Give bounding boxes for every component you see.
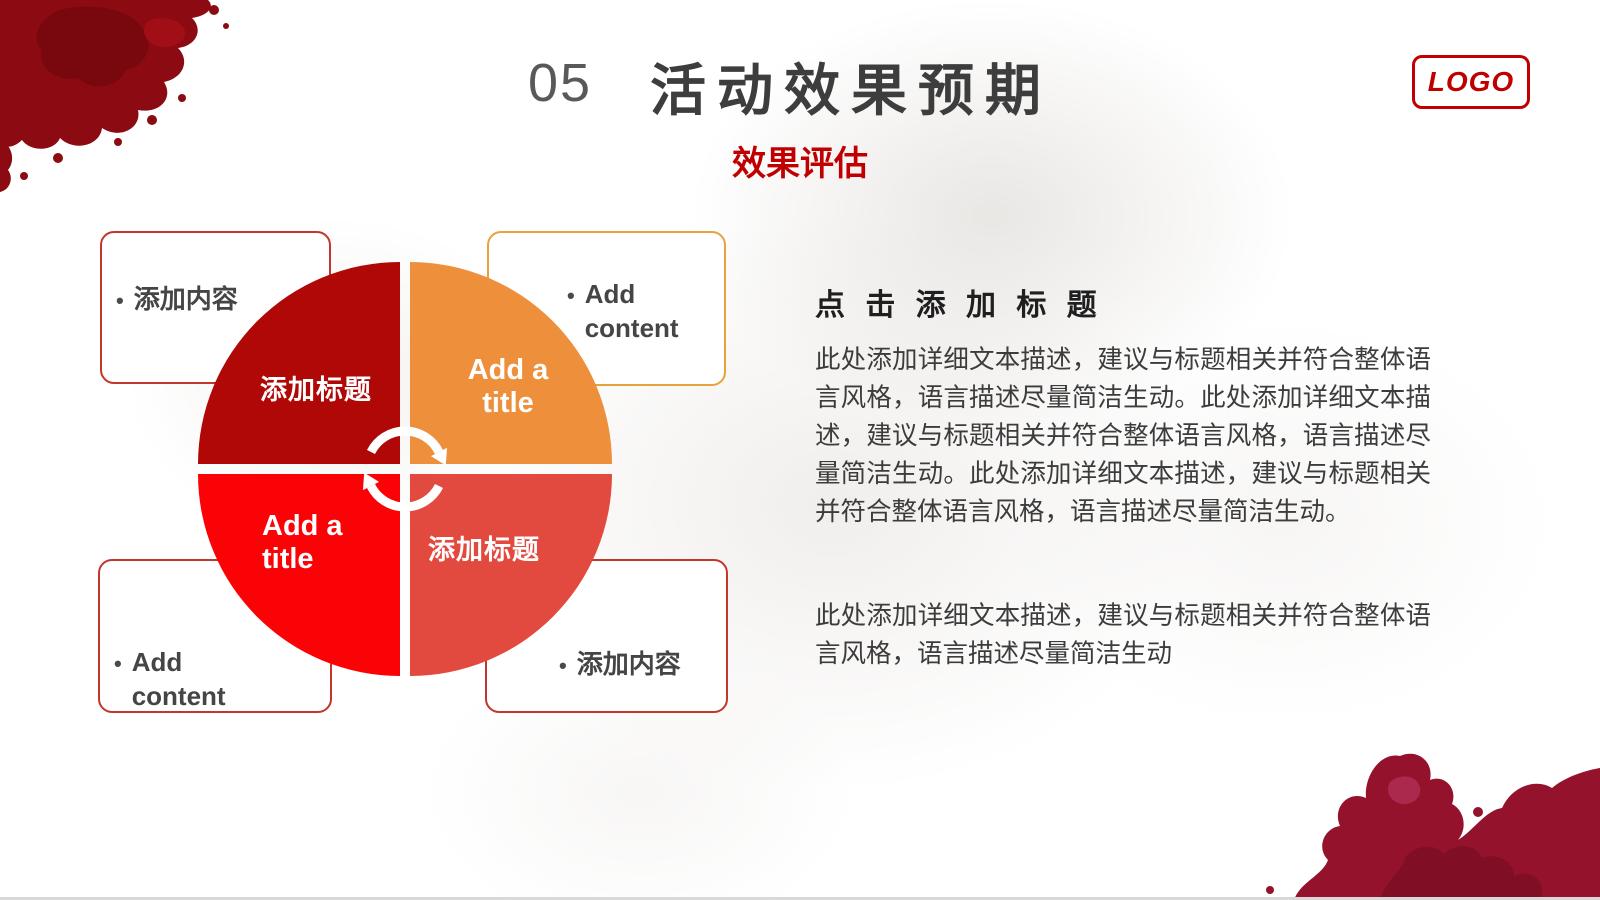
quadrant-label: Add a title: [262, 510, 343, 575]
page-title: 活动效果预期: [650, 59, 1052, 122]
bottom-divider: [0, 897, 1600, 900]
ink-splash-bottom-right: [1266, 753, 1600, 900]
quadrant-circle-diagram: 添加标题 Add a title Add a title 添加标题: [198, 262, 612, 676]
callout-text: Add content: [584, 279, 679, 343]
bullet-icon: •: [114, 651, 122, 676]
cycle-arrows-icon: [362, 426, 448, 512]
quadrant-label: Add a title: [467, 354, 549, 419]
slide-number: 05: [528, 53, 593, 113]
content-paragraph-2[interactable]: 此处添加详细文本描述，建议与标题相关并符合整体语言风格，语言描述尽量简洁生动: [815, 602, 1431, 668]
callout-text: Add content: [131, 647, 226, 711]
bullet-icon: •: [559, 653, 567, 678]
callout-text: 添加内容: [576, 649, 681, 679]
logo-badge[interactable]: LOGO: [1412, 55, 1530, 109]
page-subtitle: 效果评估: [732, 145, 868, 183]
content-heading[interactable]: 点 击 添 加 标 题: [815, 289, 1103, 322]
ink-splash-top-left: [0, 0, 229, 192]
callout-text: 添加内容: [133, 284, 238, 314]
bullet-icon: •: [116, 288, 124, 313]
quadrant-label: 添加标题: [260, 375, 372, 405]
logo-text: LOGO: [1427, 66, 1515, 97]
quadrant-label: 添加标题: [428, 535, 540, 565]
content-paragraph-1[interactable]: 此处添加详细文本描述，建议与标题相关并符合整体语言风格，语言描述尽量简洁生动。此…: [815, 346, 1431, 526]
bullet-icon: •: [567, 283, 575, 308]
